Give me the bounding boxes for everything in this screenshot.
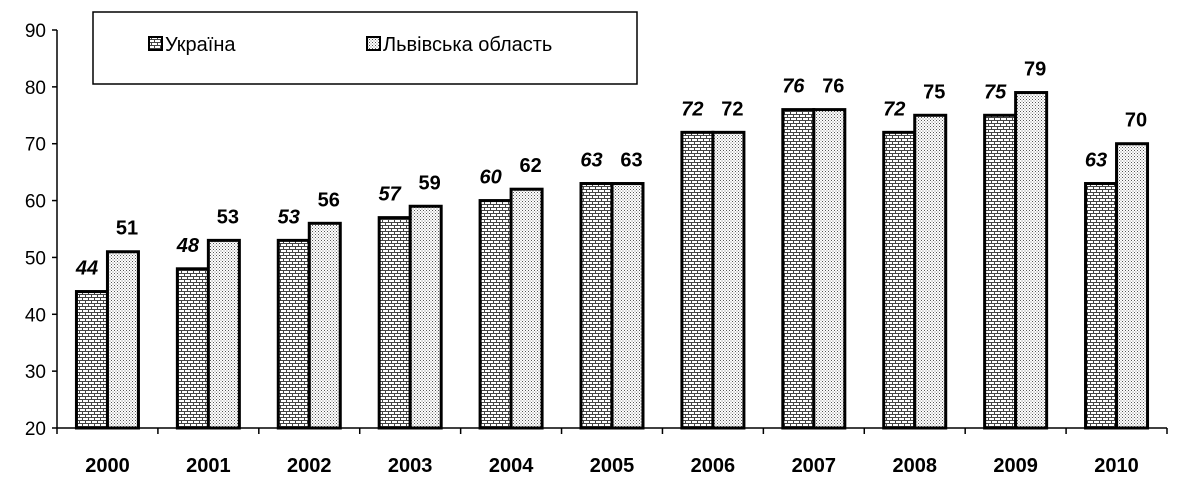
bar-ukraine-2009: [983, 113, 1018, 430]
x-tick-label: 2002: [287, 455, 332, 477]
data-label-lviv-2001: 53: [217, 206, 239, 228]
value-labels: 44 48 53 57 60 63 72 76 72 75 63 51 53 56 59 62 63 72 76 75…: [75, 59, 1147, 280]
data-label-lviv-2000: 51: [116, 218, 138, 240]
y-tick-label: 50: [25, 248, 46, 269]
data-label-ukraine-2008: 72: [883, 98, 905, 120]
data-label-lviv-2008: 75: [923, 81, 945, 103]
bar-lviv-2004: [509, 187, 544, 430]
bar-ukraine-2007: [781, 108, 816, 430]
x-tick-label: 2009: [993, 455, 1038, 477]
data-label-ukraine-2006: 72: [681, 98, 703, 120]
bar-ukraine-2010: [1084, 182, 1119, 430]
bar-lviv-2001: [206, 238, 241, 430]
x-tick-label: 2004: [489, 455, 534, 477]
x-tick-label: 2008: [892, 455, 937, 477]
x-tick-label: 2005: [590, 455, 635, 477]
y-tick-label: 70: [25, 135, 46, 156]
x-tick-label: 2010: [1094, 455, 1139, 477]
bar-lviv-2009: [1014, 91, 1049, 430]
bar-lviv-2007: [812, 108, 847, 430]
x-tick-label: 2006: [691, 455, 736, 477]
y-tick-label: 20: [25, 419, 46, 440]
legend-label-ukraine: Україна: [165, 34, 236, 56]
bar-ukraine-2005: [579, 182, 614, 430]
bar-lviv-2005: [610, 182, 645, 430]
legend-label-lviv: Львівська область: [383, 34, 552, 56]
y-tick-label: 60: [25, 192, 46, 213]
legend: Україна Львівська область: [92, 11, 638, 85]
bar-ukraine-2003: [377, 216, 412, 430]
bar-lviv-2008: [913, 113, 948, 430]
x-tick-label: 2000: [85, 455, 130, 477]
x-axis: 2000 2001 2002 2003 2004 2005 2006 2007 2008 2009…: [56, 427, 1168, 477]
bar-lviv-2002: [307, 221, 342, 430]
legend-swatch-ukraine: [148, 36, 163, 51]
data-label-lviv-2007: 76: [822, 76, 844, 98]
data-label-lviv-2003: 59: [419, 172, 441, 194]
data-label-lviv-2005: 63: [620, 150, 642, 172]
y-tick-label: 40: [25, 305, 46, 326]
data-label-ukraine-2005: 63: [580, 150, 602, 172]
bar-lviv-2006: [711, 130, 746, 430]
data-label-lviv-2002: 56: [318, 189, 340, 211]
data-label-ukraine-2002: 53: [278, 206, 300, 228]
bars: [74, 91, 1150, 430]
y-axis: 20 30 40 50 60 70 80 90: [25, 21, 58, 440]
bar-ukraine-2004: [478, 199, 513, 430]
bar-ukraine-2006: [680, 130, 715, 430]
data-label-ukraine-2010: 63: [1085, 150, 1107, 172]
data-label-ukraine-2000: 44: [75, 258, 98, 280]
data-label-ukraine-2001: 48: [176, 235, 200, 257]
x-tick-label: 2001: [186, 455, 231, 477]
legend-swatch-lviv: [366, 36, 381, 51]
y-tick-label: 90: [25, 21, 46, 42]
data-label-lviv-2009: 79: [1024, 59, 1046, 81]
x-tick-label: 2003: [388, 455, 433, 477]
data-label-ukraine-2003: 57: [379, 184, 402, 206]
bar-lviv-2010: [1115, 142, 1150, 430]
bar-ukraine-2008: [882, 130, 917, 430]
legend-box: [92, 11, 638, 85]
data-label-ukraine-2007: 76: [782, 76, 805, 98]
data-label-lviv-2004: 62: [519, 155, 541, 177]
bar-lviv-2000: [105, 250, 140, 430]
bar-ukraine-2002: [276, 238, 311, 430]
data-label-lviv-2010: 70: [1125, 110, 1147, 132]
bar-lviv-2003: [408, 204, 443, 430]
data-label-ukraine-2004: 60: [479, 167, 501, 189]
y-tick-label: 80: [25, 78, 46, 99]
data-label-lviv-2006: 72: [721, 98, 743, 120]
bar-ukraine-2001: [175, 267, 210, 430]
bar-ukraine-2000: [74, 290, 109, 430]
y-tick-label: 30: [25, 362, 46, 383]
x-tick-label: 2007: [792, 455, 837, 477]
data-label-ukraine-2009: 75: [984, 81, 1007, 103]
